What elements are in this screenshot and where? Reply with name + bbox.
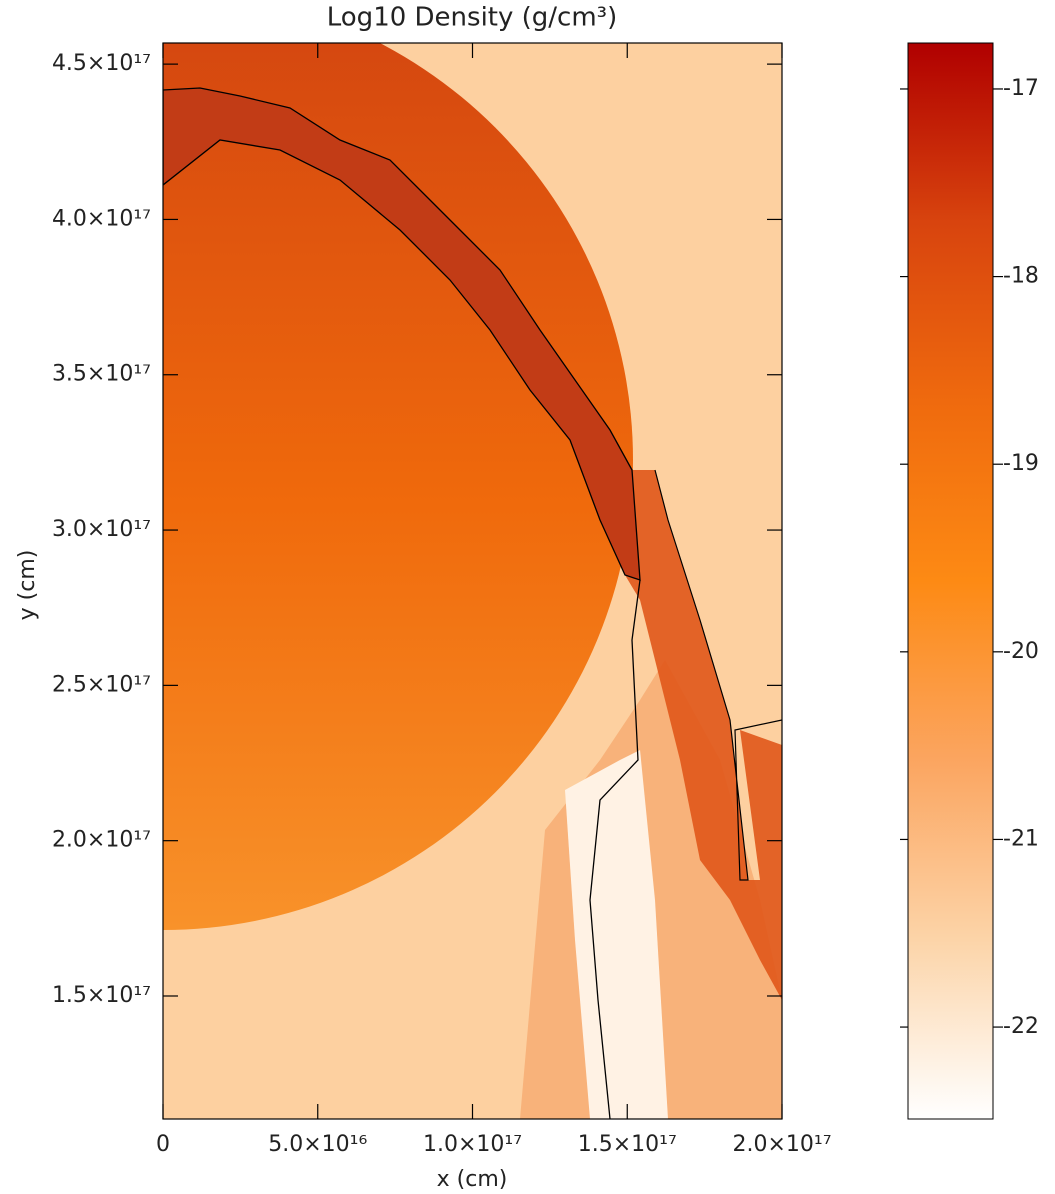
density-field: [163, 43, 782, 1119]
contour: [589, 579, 641, 1119]
colorbar-tick-label: -18: [1003, 264, 1039, 289]
x-tick-label: 5.0×10¹⁶: [268, 1132, 367, 1157]
y-tick-label: 1.5×10¹⁷: [52, 983, 151, 1008]
x-tick-label: 2.0×10¹⁷: [732, 1132, 831, 1157]
y-tick-label: 4.5×10¹⁷: [52, 51, 151, 76]
x-tick-label: 0: [156, 1132, 170, 1157]
chart-title: Log10 Density (g/cm³): [327, 3, 618, 33]
x-axis-label: x (cm): [437, 1167, 508, 1192]
colorbar-tick-label: -22: [1003, 1014, 1039, 1039]
colorbar-tick-label: -19: [1003, 451, 1039, 476]
y-tick-label: 4.0×10¹⁷: [52, 206, 151, 231]
x-tick-label: 1.5×10¹⁷: [578, 1132, 677, 1157]
y-tick-label: 3.5×10¹⁷: [52, 362, 151, 387]
hot-cavity: [565, 750, 668, 1119]
contour: [654, 469, 782, 881]
y-axis-label: y (cm): [15, 550, 40, 621]
colorbar-tick-label: -21: [1003, 826, 1039, 851]
y-tick-label: 2.0×10¹⁷: [52, 828, 151, 853]
ejecta-sphere: [163, 43, 633, 930]
colorbar-tick-label: -17: [1003, 76, 1039, 101]
colorbar-tick-label: -20: [1003, 639, 1039, 664]
colorbar: [907, 42, 994, 1120]
y-tick-label: 3.0×10¹⁷: [52, 517, 151, 542]
y-tick-label: 2.5×10¹⁷: [52, 672, 151, 697]
x-tick-label: 1.0×10¹⁷: [423, 1132, 522, 1157]
dense-shell: [163, 87, 641, 581]
